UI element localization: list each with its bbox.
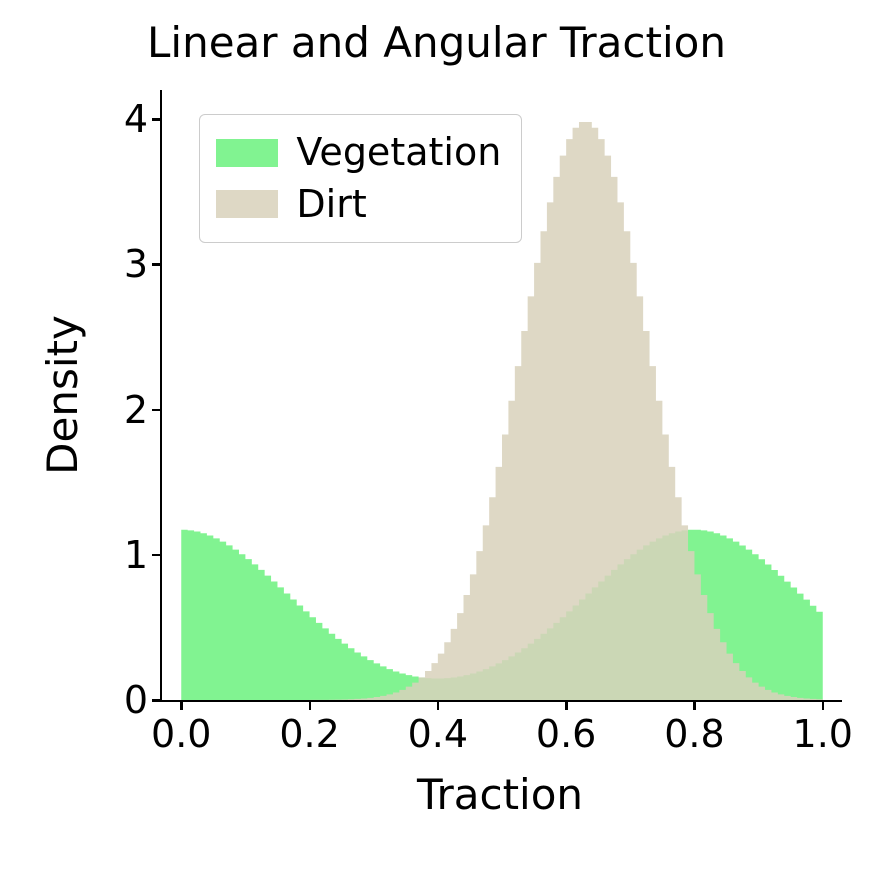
x-axis-label: Traction — [160, 770, 840, 819]
x-tick-mark — [693, 700, 696, 710]
x-tick-label: 0.4 — [408, 712, 468, 756]
x-tick-mark — [437, 700, 440, 710]
y-tick-mark — [152, 699, 162, 702]
x-tick-mark — [180, 700, 183, 710]
legend-row: Vegetation — [216, 127, 501, 178]
chart-title: Linear and Angular Traction — [0, 18, 873, 67]
x-tick-label: 0.2 — [279, 712, 339, 756]
plot-area: 0.00.20.40.60.81.001234 VegetationDirt — [160, 90, 842, 702]
x-tick-label: 0.8 — [664, 712, 724, 756]
y-tick-mark — [152, 554, 162, 557]
x-tick-mark — [565, 700, 568, 710]
legend-label: Dirt — [296, 179, 366, 230]
legend-swatch — [216, 139, 278, 167]
legend-row: Dirt — [216, 179, 501, 230]
legend: VegetationDirt — [199, 114, 522, 243]
legend-label: Vegetation — [296, 127, 501, 178]
y-tick-mark — [152, 263, 162, 266]
figure: Linear and Angular Traction Density 0.00… — [0, 0, 873, 875]
y-tick-mark — [152, 409, 162, 412]
y-tick-label: 1 — [124, 533, 148, 577]
y-axis-label: Density — [38, 90, 80, 700]
x-tick-mark — [822, 700, 825, 710]
x-tick-label: 0.6 — [536, 712, 596, 756]
y-tick-label: 3 — [124, 242, 148, 286]
x-tick-mark — [309, 700, 312, 710]
x-tick-label: 1.0 — [793, 712, 853, 756]
y-tick-label: 4 — [124, 97, 148, 141]
y-tick-mark — [152, 118, 162, 121]
legend-swatch — [216, 190, 278, 218]
x-tick-label: 0.0 — [151, 712, 211, 756]
y-tick-label: 0 — [124, 678, 148, 722]
y-tick-label: 2 — [124, 388, 148, 432]
